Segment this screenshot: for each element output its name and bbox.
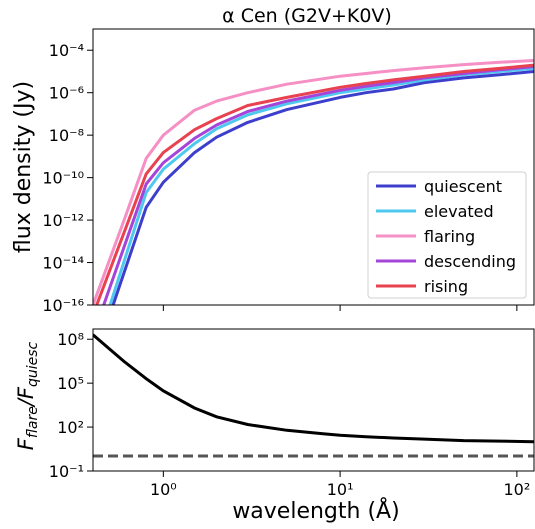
top-y-tick-label: 10⁻¹⁶: [42, 296, 84, 315]
x-axis-label: wavelength (Å): [232, 497, 399, 524]
top-y-ticks: 10⁻¹⁶ 10⁻¹⁴ 10⁻¹² 10⁻¹⁰ 10⁻⁸ 10⁻⁶ 10⁻⁴: [42, 41, 93, 315]
legend-label-descending: descending: [424, 252, 516, 271]
bottom-y-tick-label: 10⁻¹: [49, 462, 84, 481]
top-x-ticks: [162, 305, 518, 311]
top-y-tick-label: 10⁻⁴: [49, 41, 84, 60]
top-y-axis-label: flux density (Jy): [11, 81, 36, 253]
bottom-x-ticks: 10⁰ 10¹ 10²: [150, 471, 530, 499]
legend-label-elevated: elevated: [424, 202, 494, 221]
legend-label-rising: rising: [424, 277, 468, 296]
top-series-lines: [93, 59, 534, 305]
bottom-plot-frame: [92, 328, 535, 472]
top-y-tick-label: 10⁻⁶: [49, 84, 84, 103]
legend-box: [367, 171, 527, 299]
series-line-quiescent: [111, 70, 534, 305]
bottom-y-tick-label: 10⁸: [57, 330, 84, 349]
bottom-y-axis-label: Fflare/Fquiesc: [14, 341, 41, 450]
top-y-tick-label: 10⁻¹⁰: [42, 169, 84, 188]
chart-title: α Cen (G2V+K0V): [222, 5, 392, 27]
bottom-y-tick-label: 10⁵: [57, 374, 84, 393]
top-plot-frame: [92, 28, 535, 306]
top-y-tick-label: 10⁻¹⁴: [42, 254, 84, 273]
bottom-series-lines: [93, 333, 534, 458]
top-y-tick-label: 10⁻¹²: [42, 211, 84, 230]
legend-label-quiescent: quiescent: [424, 177, 502, 196]
bottom-y-tick-label: 10²: [57, 418, 84, 437]
bottom-x-tick-label: 10²: [503, 480, 530, 499]
legend: quiescent elevated flaring descending rising: [367, 171, 527, 299]
bottom-y-ticks: 10⁻¹ 10² 10⁵ 10⁸: [49, 330, 93, 481]
bottom-x-tick-label: 10⁰: [150, 480, 177, 499]
legend-label-flaring: flaring: [424, 227, 475, 246]
bottom-ratio-line: [93, 333, 534, 444]
series-line-rising: [95, 63, 534, 305]
bottom-x-tick-label: 10¹: [327, 480, 354, 499]
series-line-descending: [102, 65, 534, 305]
top-y-tick-label: 10⁻⁸: [49, 126, 84, 145]
series-line-flaring: [93, 59, 534, 305]
